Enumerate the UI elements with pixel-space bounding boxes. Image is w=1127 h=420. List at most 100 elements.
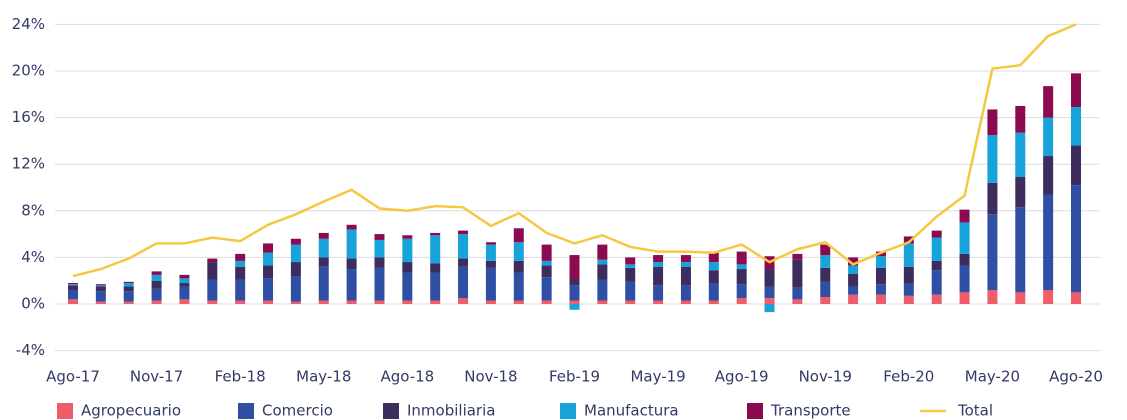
- bar-segment: [179, 283, 190, 287]
- y-tick-label: 24%: [12, 15, 45, 33]
- bar-segment: [820, 297, 831, 304]
- bar-segment: [792, 253, 803, 260]
- bar-segment: [959, 292, 970, 304]
- bar-segment: [402, 262, 413, 273]
- bar-segment: [541, 277, 552, 301]
- bar-segment: [290, 276, 301, 302]
- legend-label: Total: [957, 402, 993, 420]
- bar-segment: [374, 257, 385, 268]
- bar-segment: [541, 300, 552, 304]
- x-tick-label: Feb-20: [883, 368, 934, 386]
- legend-swatch: [238, 403, 254, 419]
- bar-segment: [987, 135, 998, 183]
- bar-segment: [458, 234, 469, 259]
- bar-segment: [68, 285, 78, 291]
- bar-segment: [458, 230, 469, 235]
- bar-segment: [263, 265, 274, 279]
- bar-segment: [597, 259, 608, 265]
- bar-segment: [625, 257, 636, 265]
- bar-segment: [458, 298, 469, 304]
- bar-segment: [290, 244, 301, 263]
- bar-segment: [569, 279, 580, 286]
- legend-swatch: [747, 403, 763, 419]
- bar-segment: [95, 286, 106, 292]
- y-tick-label: -4%: [16, 341, 45, 359]
- bar-segment: [1043, 156, 1054, 195]
- bar-segment: [1071, 145, 1081, 186]
- bar-segment: [1071, 107, 1081, 146]
- bar-segment: [708, 283, 719, 301]
- bar-segment: [959, 265, 970, 293]
- bar-segment: [625, 267, 636, 282]
- bar-segment: [541, 244, 552, 261]
- bar-segment: [569, 285, 580, 301]
- x-tick-label: Nov-19: [799, 368, 852, 386]
- bar-segment: [931, 270, 942, 295]
- bar-segment: [987, 214, 998, 291]
- bar-segment: [875, 294, 886, 304]
- bar-segment: [987, 182, 998, 215]
- bar-segment: [513, 272, 524, 301]
- x-tick-label: May-19: [630, 368, 685, 386]
- y-tick-label: 8%: [21, 201, 45, 219]
- bar-segment: [653, 285, 664, 301]
- bar-segment: [485, 242, 496, 245]
- bar-segment: [207, 300, 218, 304]
- bar-segment: [820, 255, 831, 268]
- bar-segment: [848, 294, 859, 304]
- bar-segment: [95, 301, 106, 304]
- bar-segment: [597, 300, 608, 304]
- bar-segment: [1015, 177, 1026, 208]
- bar-segment: [1071, 185, 1081, 293]
- bar-segment: [374, 239, 385, 258]
- bar-segment: [931, 294, 942, 304]
- bar-segment: [485, 244, 496, 261]
- bar-segment: [764, 269, 775, 287]
- bar-segment: [263, 243, 274, 253]
- bar-segment: [485, 267, 496, 301]
- bar-segment: [68, 283, 78, 285]
- y-tick-label: 4%: [21, 248, 45, 266]
- bar-segment: [123, 286, 134, 292]
- bar-segment: [903, 266, 914, 284]
- bar-segment: [179, 299, 190, 304]
- bar-segment: [179, 278, 190, 284]
- y-tick-label: 16%: [12, 108, 45, 126]
- bar-segment: [653, 255, 664, 263]
- bar-segment: [1071, 73, 1081, 108]
- bar-segment: [151, 288, 162, 301]
- x-tick-label: Feb-18: [215, 368, 266, 386]
- bar-segment: [708, 252, 719, 263]
- bar-segment: [903, 283, 914, 296]
- bar-segment: [625, 264, 636, 268]
- bar-segment: [207, 258, 218, 263]
- legend-swatch: [57, 403, 73, 419]
- bar-segment: [513, 300, 524, 304]
- bar-segment: [792, 259, 803, 288]
- bar-segment: [736, 298, 747, 304]
- bar-segment: [458, 258, 469, 267]
- bar-segment: [597, 264, 608, 280]
- bar-segment: [346, 229, 357, 259]
- bar-segment: [318, 257, 329, 267]
- bar-segment: [402, 300, 413, 304]
- bar-segment: [68, 299, 78, 304]
- x-tick-label: May-20: [965, 368, 1020, 386]
- bar-segment: [430, 300, 441, 304]
- bar-segment: [374, 300, 385, 304]
- bar-segment: [820, 281, 831, 298]
- bar-segment: [95, 284, 106, 286]
- bar-segment: [708, 300, 719, 304]
- bar-segment: [653, 262, 664, 267]
- bar-segment: [680, 300, 691, 304]
- bar-segment: [541, 265, 552, 278]
- y-tick-label: 20%: [12, 62, 45, 80]
- bar-segment: [1071, 292, 1081, 304]
- x-tick-label: Ago-19: [715, 368, 769, 386]
- bar-segment: [346, 258, 357, 270]
- bar-segment: [235, 253, 246, 261]
- bar-segment: [1015, 132, 1026, 178]
- bar-segment: [597, 279, 608, 301]
- bar-segment: [680, 255, 691, 263]
